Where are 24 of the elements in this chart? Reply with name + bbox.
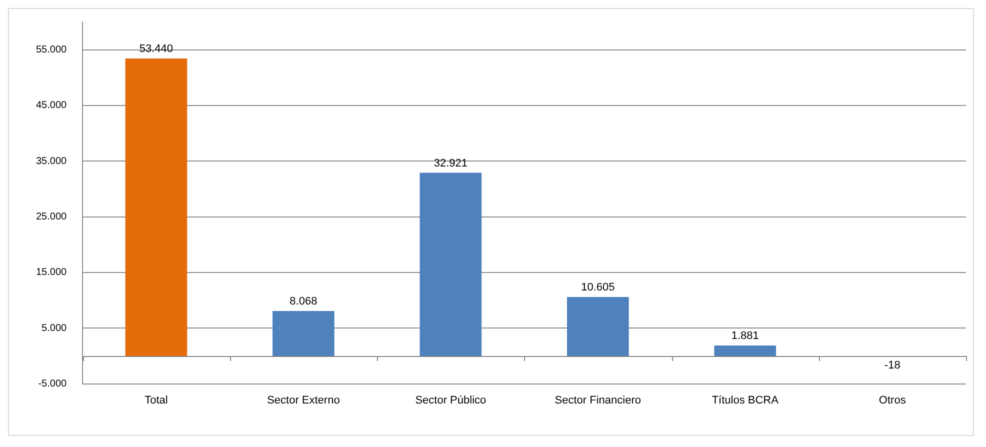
y-tick-label: -5.000 bbox=[38, 378, 68, 390]
data-label: 8.068 bbox=[290, 296, 318, 308]
data-label: 53.440 bbox=[139, 43, 174, 56]
bar bbox=[566, 296, 629, 356]
x-tick-label: Otros bbox=[878, 394, 906, 406]
y-tick-label: 45.000 bbox=[36, 100, 68, 112]
y-tick-label: 55.000 bbox=[36, 44, 68, 56]
y-tick-label: 5.000 bbox=[42, 322, 68, 334]
y-tick-label: 15.000 bbox=[36, 267, 68, 278]
bar bbox=[125, 58, 188, 356]
bar bbox=[272, 311, 334, 356]
x-tick-label: Total bbox=[144, 394, 168, 406]
x-tick-label: Sector Público bbox=[415, 394, 486, 406]
x-tick-label: Títulos BCRA bbox=[712, 394, 780, 406]
data-label: 32.921 bbox=[434, 157, 468, 170]
data-label: 10.605 bbox=[581, 281, 615, 294]
bar bbox=[420, 172, 482, 356]
data-label: -18 bbox=[884, 360, 900, 372]
x-tick-label: Sector Financiero bbox=[554, 394, 642, 406]
y-tick-label: 25.000 bbox=[36, 212, 68, 223]
bar bbox=[714, 346, 776, 356]
data-label: 1.881 bbox=[731, 330, 759, 342]
x-tick-label: Sector Externo bbox=[267, 394, 340, 406]
y-tick-label: 35.000 bbox=[36, 156, 68, 167]
